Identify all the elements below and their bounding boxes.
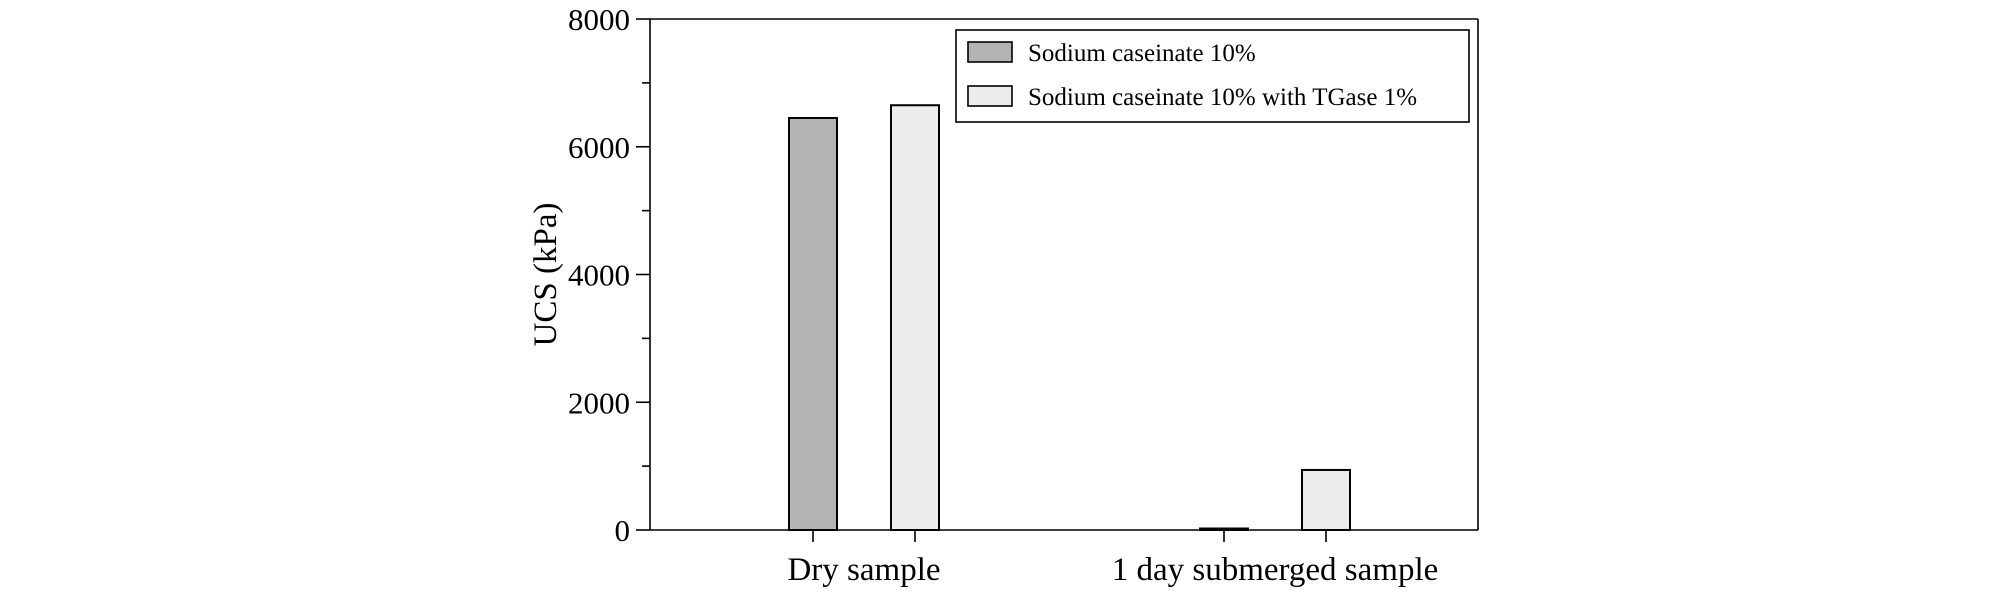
- bar-1-0: [1199, 527, 1249, 531]
- category-label: Dry sample: [787, 552, 940, 588]
- category-label: 1 day submerged sample: [1112, 552, 1439, 588]
- y-tick-label: 6000: [568, 130, 630, 165]
- y-tick-label: 2000: [568, 385, 630, 420]
- legend-label: Sodium caseinate 10%: [1028, 40, 1256, 67]
- x-axis-ticks: [812, 530, 1327, 542]
- legend-items: Sodium caseinate 10% Sodium caseinate 10%…: [967, 40, 1417, 111]
- bars: [788, 104, 1351, 531]
- legend-swatch: [967, 41, 1013, 63]
- legend-box: [955, 29, 1470, 123]
- legend-swatch: [967, 85, 1013, 107]
- y-axis-ticks: 0 2000 4000 6000 8000: [568, 2, 650, 548]
- y-tick-label: 8000: [568, 2, 630, 37]
- bar-1-1: [1301, 468, 1351, 531]
- category-labels: Dry sample 1 day submerged sample: [787, 552, 1438, 588]
- bar-0-0: [788, 117, 838, 531]
- y-tick-label: 4000: [568, 258, 630, 293]
- y-tick-label: 0: [615, 513, 631, 548]
- legend: Sodium caseinate 10% Sodium caseinate 10%…: [955, 29, 1470, 123]
- bar-0-1: [890, 104, 940, 531]
- y-axis-title: UCS (kPa): [528, 203, 564, 347]
- legend-label: Sodium caseinate 10% with TGase 1%: [1028, 84, 1417, 111]
